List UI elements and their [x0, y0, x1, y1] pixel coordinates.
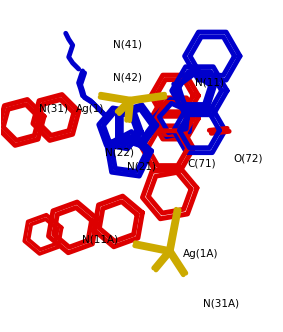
Text: Ag(1A): Ag(1A) — [183, 249, 218, 259]
Text: O(72): O(72) — [233, 153, 263, 163]
Text: N(21): N(21) — [127, 162, 156, 172]
Text: N(31A): N(31A) — [203, 298, 239, 308]
Text: N(11A): N(11A) — [82, 234, 119, 244]
Text: N(11): N(11) — [196, 78, 224, 88]
Text: N(31): N(31) — [39, 104, 68, 114]
Text: N(22): N(22) — [105, 147, 134, 157]
Text: N(41): N(41) — [113, 39, 142, 49]
Text: Ag(1): Ag(1) — [76, 104, 104, 114]
Text: N(42): N(42) — [113, 73, 142, 83]
Text: C(71): C(71) — [188, 158, 216, 168]
